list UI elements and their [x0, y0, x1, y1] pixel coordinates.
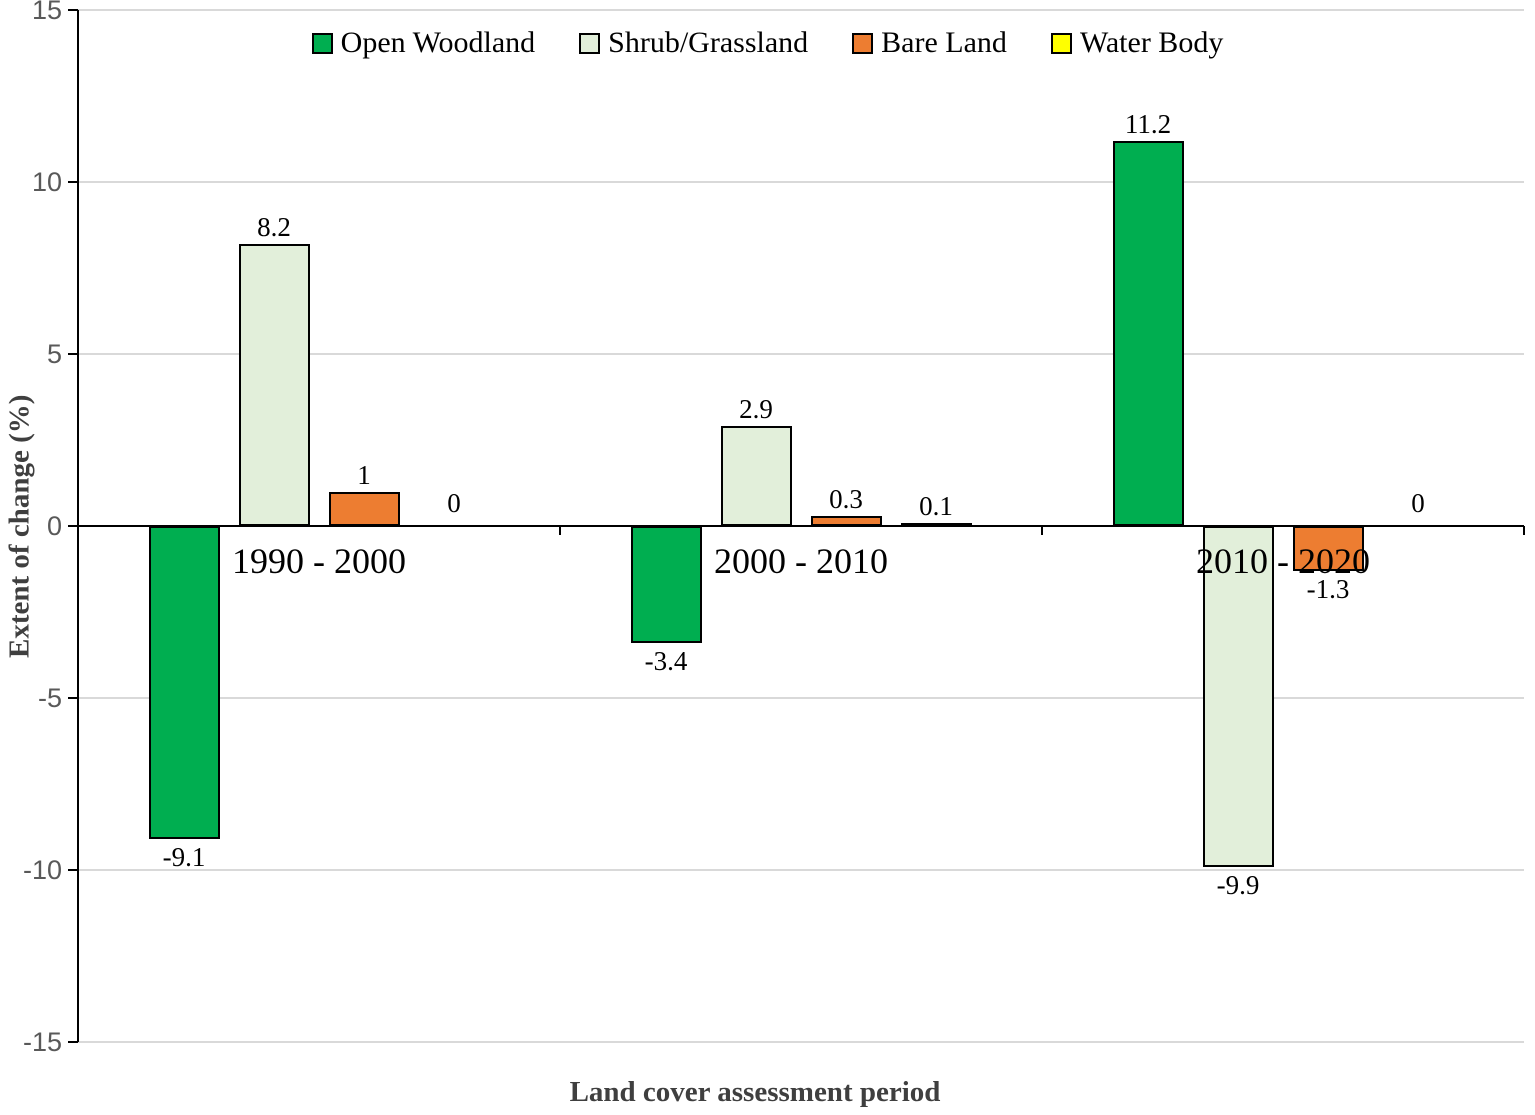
legend-label: Water Body — [1079, 26, 1224, 59]
bar-value-label: -3.4 — [644, 645, 688, 676]
bar-value-label: -9.9 — [1216, 869, 1260, 900]
y-axis-tick — [68, 352, 78, 356]
bar-bare-land — [328, 491, 400, 526]
bar-value-label: 0 — [1411, 488, 1425, 518]
legend-swatch-icon — [579, 32, 601, 54]
bar-open-woodland — [630, 526, 702, 643]
y-tick-label: -10 — [22, 855, 62, 885]
y-tick-label: 15 — [31, 0, 62, 25]
bar-water-body — [900, 522, 972, 527]
chart-legend: Open Woodland Shrub/Grassland Bare Land Wat… — [0, 28, 1535, 58]
gridline — [78, 869, 1524, 871]
bar-value-label: 8.2 — [257, 211, 291, 242]
category-label: 1990 - 2000 — [232, 541, 406, 581]
y-axis-tick — [68, 1040, 78, 1044]
bar-value-label: -9.1 — [162, 842, 206, 873]
bar-value-label: 0 — [447, 488, 461, 518]
gridline — [78, 181, 1524, 183]
bar-shrub-grassland — [1202, 526, 1274, 867]
y-tick-label: 10 — [31, 167, 62, 197]
category-label: 2000 - 2010 — [714, 541, 888, 581]
y-axis-tick — [68, 868, 78, 872]
legend-swatch-icon — [1050, 32, 1072, 54]
bar-value-label: 0.3 — [829, 483, 863, 514]
x-axis-tick — [1040, 526, 1044, 535]
x-axis-tick — [558, 526, 562, 535]
y-tick-label: 0 — [46, 511, 62, 541]
bar-open-woodland — [1112, 140, 1184, 526]
legend-item-open-woodland: Open Woodland — [311, 26, 536, 59]
y-axis-tick — [68, 180, 78, 184]
legend-item-water-body: Water Body — [1050, 26, 1224, 59]
y-tick-label: -5 — [37, 683, 62, 713]
bar-shrub-grassland — [238, 243, 310, 526]
gridline — [78, 1041, 1524, 1043]
bar-value-label: 0.1 — [919, 490, 953, 521]
bar-value-label: -1.3 — [1306, 573, 1350, 604]
x-axis-title: Land cover assessment period — [569, 1076, 941, 1108]
legend-swatch-icon — [311, 32, 333, 54]
y-axis-tick — [68, 696, 78, 700]
y-axis-tick — [68, 8, 78, 12]
bar-open-woodland — [148, 526, 220, 840]
x-axis-zero-line — [78, 524, 1524, 528]
y-tick-label: 5 — [46, 339, 62, 369]
gridline — [78, 9, 1524, 11]
legend-label: Open Woodland — [340, 26, 536, 59]
bar-value-label: 11.2 — [1124, 108, 1172, 139]
bar-bare-land — [1292, 526, 1364, 571]
bar-shrub-grassland — [720, 426, 792, 526]
category-label: 2010 - 2020 — [1196, 541, 1370, 581]
y-axis-tick — [68, 524, 78, 528]
legend-item-shrub-grassland: Shrub/Grassland — [579, 28, 808, 58]
y-axis-line — [76, 10, 80, 1042]
bar-value-label: 1 — [357, 459, 371, 490]
legend-item-bare-land: Bare Land — [852, 28, 1007, 58]
gridline — [78, 353, 1524, 355]
legend-swatch-icon — [852, 32, 874, 54]
x-axis-tick — [1522, 526, 1526, 535]
y-tick-label: -15 — [22, 1027, 62, 1057]
legend-label: Bare Land — [881, 26, 1007, 59]
bar-value-label: 2.9 — [739, 394, 773, 425]
legend-label: Shrub/Grassland — [608, 26, 809, 59]
gridline — [78, 697, 1524, 699]
bar-bare-land — [810, 515, 882, 526]
